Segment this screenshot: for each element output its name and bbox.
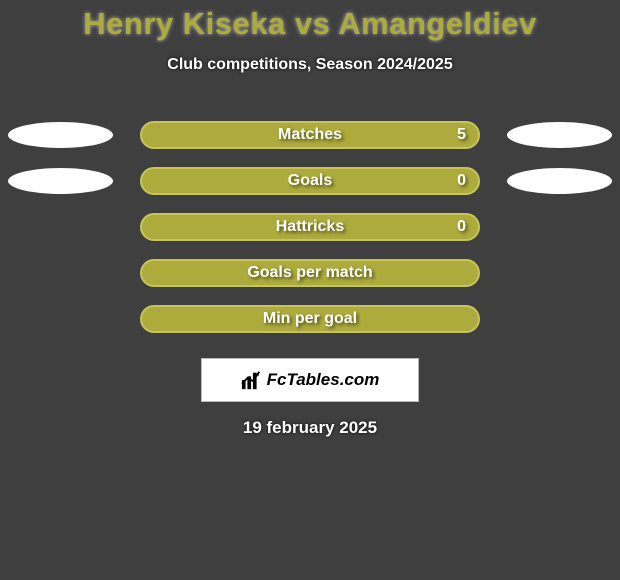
stat-value: 0 xyxy=(457,218,466,236)
stat-rows: Matches 5 Goals 0 Hattricks 0 Goals per match M… xyxy=(0,112,620,342)
stat-bar: Matches 5 xyxy=(140,121,480,149)
left-ellipse xyxy=(8,168,113,194)
stat-label: Goals xyxy=(288,172,332,190)
stat-value: 0 xyxy=(457,172,466,190)
stat-row: Matches 5 xyxy=(0,112,620,158)
card-subtitle: Club competitions, Season 2024/2025 xyxy=(0,56,620,74)
stat-label: Hattricks xyxy=(276,218,344,236)
stat-bar: Goals per match xyxy=(140,259,480,287)
stat-row: Hattricks 0 xyxy=(0,204,620,250)
stat-bar: Min per goal xyxy=(140,305,480,333)
comparison-card: Henry Kiseka vs Amangeldiev Club competi… xyxy=(0,0,620,580)
stat-row: Goals 0 xyxy=(0,158,620,204)
stat-bar: Goals 0 xyxy=(140,167,480,195)
card-date: 19 february 2025 xyxy=(0,418,620,438)
brand-box[interactable]: FcTables.com xyxy=(201,358,419,402)
brand-text: FcTables.com xyxy=(267,370,380,390)
left-ellipse xyxy=(8,122,113,148)
barchart-icon xyxy=(241,369,263,391)
stat-row: Min per goal xyxy=(0,296,620,342)
stat-row: Goals per match xyxy=(0,250,620,296)
right-ellipse xyxy=(507,122,612,148)
stat-value: 5 xyxy=(457,126,466,144)
right-ellipse xyxy=(507,168,612,194)
stat-label: Matches xyxy=(278,126,342,144)
stat-label: Min per goal xyxy=(263,310,357,328)
stat-bar: Hattricks 0 xyxy=(140,213,480,241)
card-title: Henry Kiseka vs Amangeldiev xyxy=(0,0,620,42)
stat-label: Goals per match xyxy=(247,264,372,282)
